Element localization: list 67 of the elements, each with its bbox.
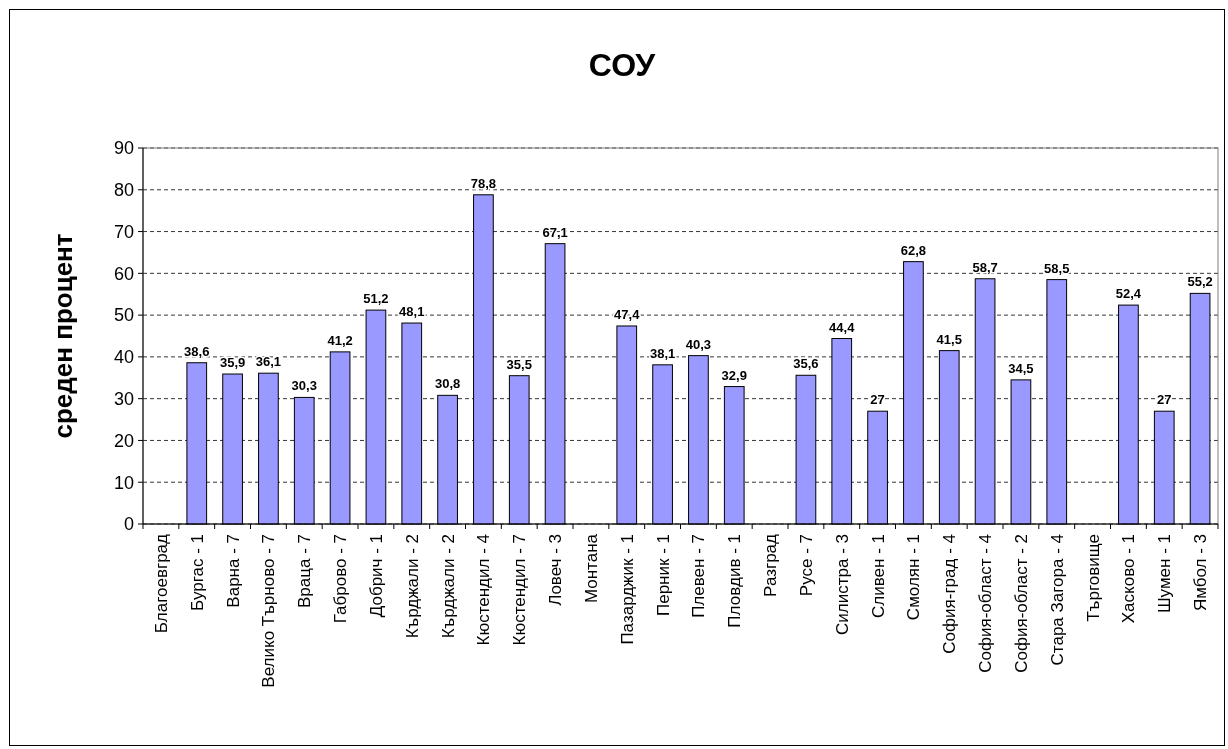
data-label: 36,1 — [255, 354, 282, 370]
x-tick-label: София-област - 2 — [1011, 534, 1031, 673]
x-tick-label: Кюстендил - 4 — [474, 534, 494, 646]
x-tick-label: Монтана — [581, 533, 601, 604]
x-tick-label: Плевен - 7 — [689, 534, 709, 618]
y-tick-label: 20 — [113, 430, 134, 451]
x-tick-label: Габрово - 7 — [331, 534, 351, 624]
data-label: 30,3 — [291, 378, 317, 394]
data-label: 55,2 — [1187, 274, 1213, 290]
x-tick-label: Ловеч - 3 — [546, 534, 566, 606]
data-label: 32,9 — [721, 367, 747, 383]
data-label: 40,3 — [685, 336, 712, 352]
data-label: 35,9 — [219, 355, 246, 371]
data-label: 44,4 — [829, 319, 856, 335]
y-tick-label: 30 — [113, 388, 134, 409]
data-label: 34,5 — [1008, 360, 1034, 376]
x-tick-label: Перник - 1 — [653, 534, 673, 617]
x-tick-label: Русе - 7 — [796, 534, 816, 597]
x-tick-label: Кърджали - 2 — [438, 534, 458, 639]
y-tick-label: 70 — [113, 221, 134, 242]
x-tick-label: Кюстендил - 7 — [510, 534, 530, 646]
y-tick-label: 60 — [113, 263, 134, 284]
x-tick-label: Пловдив - 1 — [725, 534, 745, 628]
x-tick-label: Стара Загора - 4 — [1047, 534, 1067, 666]
data-label: 41,5 — [936, 331, 962, 347]
chart-title: СОУ — [588, 47, 657, 83]
x-tick-label: Хасково - 1 — [1119, 534, 1139, 624]
x-tick-label: Варна - 7 — [223, 534, 243, 608]
y-axis-title: среден процент — [48, 233, 78, 439]
y-tick-label: 40 — [113, 347, 134, 368]
x-tick-label: София-област - 4 — [976, 534, 996, 673]
x-tick-label: Бургас - 1 — [187, 534, 207, 611]
y-tick-label: 80 — [113, 180, 134, 201]
data-label: 41,2 — [327, 332, 353, 348]
data-label: 58,5 — [1044, 260, 1070, 276]
x-tick-label: Ямбол - 3 — [1191, 534, 1211, 612]
y-tick-label: 10 — [113, 472, 134, 493]
y-tick-label: 50 — [113, 305, 134, 326]
data-label: 48,1 — [399, 304, 425, 320]
x-tick-label: София-град - 4 — [940, 534, 960, 654]
x-tick-label: Пазарджик - 1 — [617, 534, 637, 645]
data-label: 52,4 — [1115, 286, 1142, 302]
data-label: 58,7 — [972, 259, 998, 275]
x-tick-label: Кърджали - 2 — [402, 534, 422, 639]
data-label: 51,2 — [363, 291, 389, 307]
x-tick-label: Смолян - 1 — [904, 534, 924, 621]
data-label: 78,8 — [470, 175, 497, 191]
data-label: 27 — [1157, 392, 1172, 408]
x-tick-label: Добрич - 1 — [366, 534, 386, 618]
x-tick-label: Шумен - 1 — [1155, 534, 1175, 613]
data-label: 47,4 — [614, 306, 641, 322]
data-label: 27 — [870, 392, 885, 408]
x-tick-label: Разград — [761, 533, 781, 597]
x-tick-label: Велико Търново - 7 — [259, 534, 279, 688]
data-label: 35,5 — [506, 356, 532, 372]
y-tick-label: 90 — [113, 138, 134, 159]
x-tick-label: Силистра - 3 — [832, 534, 852, 635]
data-label: 38,6 — [184, 343, 210, 359]
x-tick-label: Търговище — [1083, 534, 1103, 622]
x-tick-label: Враца - 7 — [295, 534, 315, 609]
data-label: 35,6 — [793, 356, 819, 372]
data-label: 38,1 — [649, 345, 676, 361]
data-label: 62,8 — [900, 242, 927, 258]
y-tick-label: 0 — [123, 514, 134, 535]
data-label: 30,8 — [434, 376, 461, 392]
x-tick-label: Благоевград — [151, 533, 171, 634]
x-tick-label: Сливен - 1 — [868, 534, 888, 618]
